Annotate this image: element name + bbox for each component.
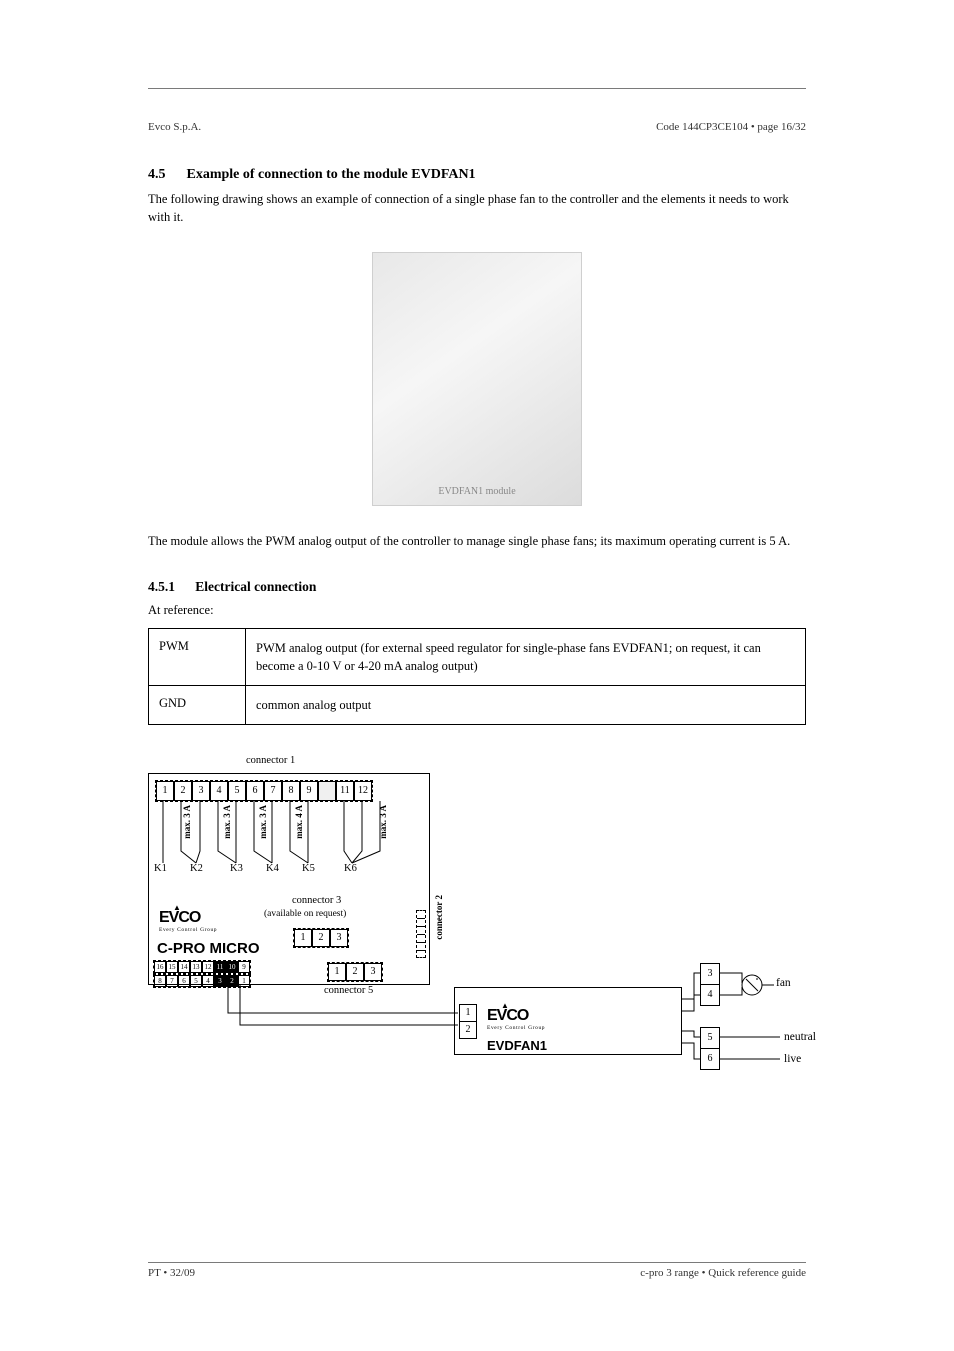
table-cell-text: common analog output: [245, 686, 805, 724]
section-heading: 4.5 Example of connection to the module …: [148, 167, 806, 183]
header-right: Code 144CP3CE104 • page 16/32: [656, 121, 806, 133]
subsection-title: Electrical connection: [195, 579, 316, 594]
section-title: Example of connection to the module EVDF…: [187, 167, 476, 182]
table-cell-ref: PWM: [149, 629, 245, 685]
section-note: The module allows the PWM analog output …: [148, 533, 806, 551]
product-image-wrap: [148, 252, 806, 511]
page-footer: PT • 32/09 c-pro 3 range • Quick referen…: [148, 1262, 806, 1279]
diagram-wires: [148, 755, 848, 1115]
footer-right: c-pro 3 range • Quick reference guide: [640, 1267, 806, 1279]
section-paragraph: The following drawing shows an example o…: [148, 191, 806, 226]
section-number: 4.5: [148, 167, 166, 182]
table-cell-ref: GND: [149, 686, 245, 724]
reference-table: PWM PWM analog output (for external spee…: [148, 628, 806, 725]
header-divider: [148, 88, 806, 89]
header-left: Evco S.p.A.: [148, 121, 201, 133]
subsection-heading: 4.5.1 Electrical connection: [148, 579, 806, 595]
product-image: [372, 252, 582, 506]
table-cell-text: PWM analog output (for external speed re…: [245, 629, 805, 685]
page-header: Evco S.p.A. Code 144CP3CE104 • page 16/3…: [148, 117, 806, 133]
footer-left: PT • 32/09: [148, 1267, 195, 1279]
wiring-diagram: 1 2 3 4 5 6 7 8 9 11 12 ▲ EVCO Every Con…: [148, 755, 848, 1115]
subsection-number: 4.5.1: [148, 579, 175, 594]
subsection-preface: At reference:: [148, 603, 806, 618]
table-row: GND common analog output: [149, 685, 805, 724]
table-row: PWM PWM analog output (for external spee…: [149, 629, 805, 685]
